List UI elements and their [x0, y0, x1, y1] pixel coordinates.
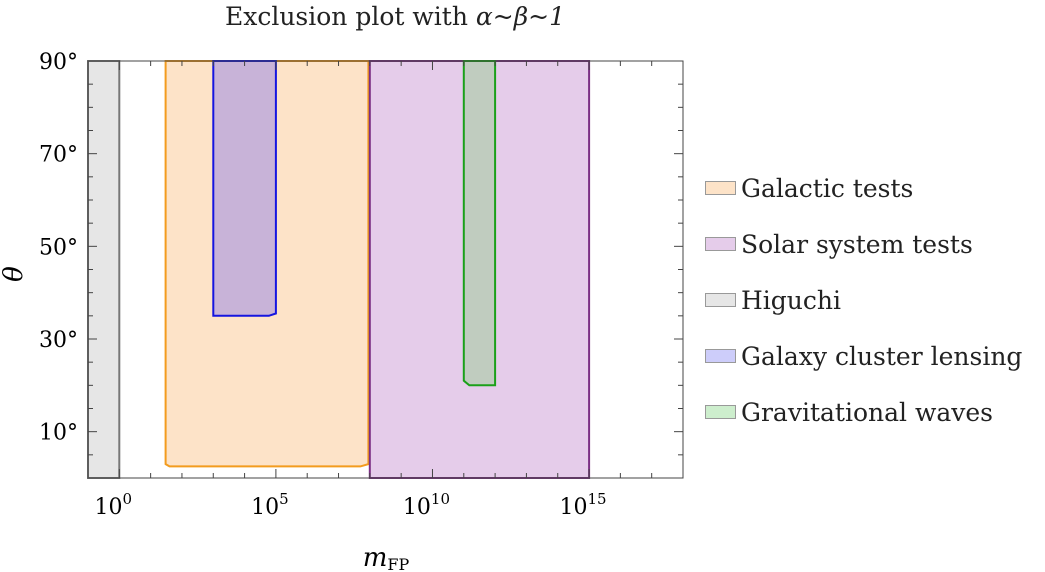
legend-item-galactic-tests: Galactic tests [705, 160, 1022, 216]
x-tick-base: 10 [251, 495, 279, 520]
x-tick-label: 1015 [560, 490, 607, 520]
legend-swatch [705, 181, 736, 195]
x-tick-base: 10 [403, 495, 431, 520]
region-galaxy-cluster-lensing [212, 60, 277, 317]
chart-title-math: α~β~1 [475, 2, 566, 31]
region-gravitational-waves [462, 60, 497, 387]
x-axis-label: mFP [363, 543, 410, 572]
plot-regions [87, 60, 591, 479]
legend-item-higuchi: Higuchi [705, 272, 1022, 328]
legend-swatch [705, 237, 736, 251]
legend-label: Solar system tests [741, 229, 973, 259]
y-tick-label: 90° [39, 50, 78, 75]
legend-label: Gravitational waves [741, 397, 993, 427]
legend-item-solar-system-tests: Solar system tests [705, 216, 1022, 272]
x-tick-label: 1010 [403, 490, 450, 520]
y-tick-label: 10° [39, 421, 78, 446]
y-tick-label: 50° [39, 235, 78, 260]
legend-item-galaxy-cluster-lensing: Galaxy cluster lensing [705, 328, 1022, 384]
y-tick-label: 70° [39, 143, 78, 168]
legend-label: Galaxy cluster lensing [741, 341, 1023, 371]
x-tick-exponent: 5 [279, 490, 289, 508]
x-axis-label-main: m [363, 543, 388, 572]
legend-label: Galactic tests [741, 173, 914, 203]
legend-label: Higuchi [741, 285, 841, 315]
legend: Galactic tests Solar system tests Higuchi G… [705, 160, 1022, 440]
x-tick-exponent: 0 [123, 490, 133, 508]
legend-swatch [705, 405, 736, 419]
legend-swatch [705, 293, 736, 307]
y-axis-label: θ [0, 266, 29, 282]
x-tick-base: 10 [560, 495, 588, 520]
x-tick-exponent: 10 [431, 490, 450, 508]
x-tick-exponent: 15 [588, 490, 607, 508]
legend-item-gravitational-waves: Gravitational waves [705, 384, 1022, 440]
chart-title-prefix: Exclusion plot with [224, 2, 476, 31]
axis-ticks [87, 60, 684, 479]
chart-title: Exclusion plot with α~β~1 [0, 2, 790, 31]
x-tick-base: 10 [95, 495, 123, 520]
x-axis-label-sub: FP [387, 555, 409, 572]
x-tick-label: 100 [95, 490, 133, 520]
legend-swatch [705, 349, 736, 363]
x-tick-label: 105 [251, 490, 289, 520]
y-tick-label: 30° [39, 328, 78, 353]
